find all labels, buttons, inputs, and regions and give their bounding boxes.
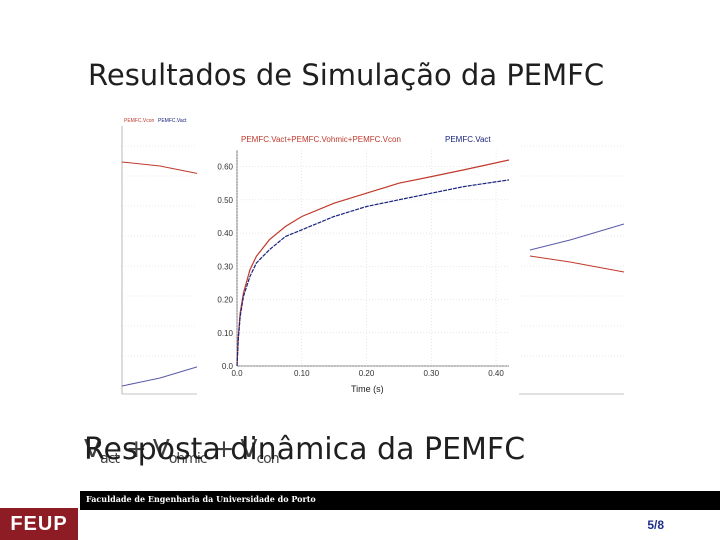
chart-legend-sum: PEMFC.Vact+PEMFC.Vohmic+PEMFC.Vcon bbox=[241, 135, 401, 144]
chart-background bbox=[197, 128, 519, 398]
y-tick-label: 0.0 bbox=[222, 362, 234, 371]
formula-v1: V bbox=[84, 434, 101, 463]
background-blue-line-right bbox=[529, 223, 625, 251]
slide-title: Resultados de Simulação da PEMFC bbox=[88, 58, 605, 92]
background-red-line-right bbox=[529, 255, 625, 273]
series-line-1 bbox=[236, 179, 510, 367]
y-tick-label: 0.60 bbox=[217, 163, 233, 172]
formula-sub-ohmic: ohmic bbox=[168, 451, 208, 467]
formula-op1: + V bbox=[118, 434, 170, 463]
voltage-chart: 0.0 0.10 0.20 0.30 0.40 0.50 0.60 0.0 0.10 0.20 0… bbox=[197, 128, 519, 398]
y-tick-label: 0.20 bbox=[217, 296, 233, 305]
y-tick-label: 0.30 bbox=[217, 262, 233, 271]
x-tick-label: 0.30 bbox=[423, 369, 439, 378]
formula-op2: + V bbox=[206, 434, 257, 463]
x-tick-label: 0.20 bbox=[359, 369, 375, 378]
x-tick-label: 0.0 bbox=[231, 369, 243, 378]
formula-sub-act: act bbox=[100, 451, 120, 467]
footer-institution-text: Faculdade de Engenharia da Universidade … bbox=[86, 494, 316, 504]
caption-formula: Vact + Vohmic + Vcon bbox=[84, 434, 280, 467]
background-red-line bbox=[121, 161, 201, 175]
page-number: 5/8 bbox=[647, 518, 664, 532]
footer-bar bbox=[80, 491, 720, 510]
series-line-0 bbox=[236, 159, 510, 367]
y-tick-label: 0.40 bbox=[217, 229, 233, 238]
x-axis-label: Time (s) bbox=[351, 384, 384, 394]
x-tick-label: 0.10 bbox=[294, 369, 310, 378]
chart-legend-vact: PEMFC.Vact bbox=[445, 135, 491, 144]
y-tick-label: 0.50 bbox=[217, 196, 233, 205]
background-legend-vcon: PEMFC.Vcon bbox=[124, 118, 155, 124]
x-tick-label: 0.40 bbox=[488, 369, 504, 378]
background-blue-line bbox=[121, 365, 201, 387]
y-tick-label: 0.10 bbox=[217, 329, 233, 338]
caption-text: Resposta dinâmica da PEMFC bbox=[84, 432, 526, 467]
background-legend-vact: PEMFC.Vact bbox=[158, 118, 187, 124]
formula-sub-con: con bbox=[256, 451, 279, 467]
feup-logo: FEUP bbox=[0, 508, 78, 540]
